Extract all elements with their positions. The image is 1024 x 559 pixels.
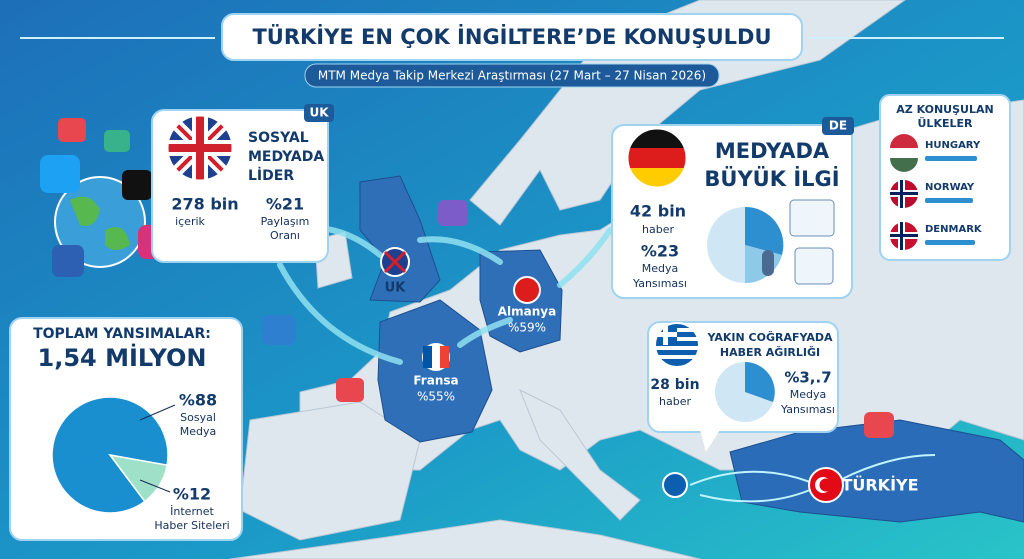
callout-pointer	[700, 430, 720, 452]
arrow	[457, 317, 513, 348]
france-highlight	[377, 299, 493, 443]
arrow	[417, 236, 503, 265]
north-africa	[229, 519, 701, 559]
uk-share-label: Paylaşım	[261, 215, 310, 228]
like-icon	[438, 200, 468, 226]
pie-label: Medya	[180, 425, 217, 438]
title: TÜRKİYE EN ÇOK İNGİLTERE’DE KONUŞULDU	[252, 24, 771, 49]
like-icon	[58, 118, 86, 142]
share-icon	[104, 130, 130, 152]
indicator-bar	[925, 156, 977, 161]
france-pin-stripe	[423, 346, 432, 368]
tag-box	[304, 104, 334, 122]
twitter-icon	[40, 155, 80, 193]
uk-share: %21	[266, 195, 304, 214]
flag-ring	[165, 113, 235, 183]
flag-ring	[625, 126, 689, 190]
pie-value-label: %12	[173, 485, 211, 504]
uk-tag: UK	[309, 106, 329, 120]
greece-share-label: Medya	[790, 388, 827, 401]
x-icon	[122, 170, 152, 200]
de-share-label: Medya	[642, 262, 679, 275]
social-icons	[40, 118, 894, 438]
uk-heading: LİDER	[248, 167, 294, 184]
france-pin-stripe	[440, 346, 449, 368]
de-count-label: haber	[642, 223, 674, 236]
indicator-bar	[925, 240, 975, 245]
crescent	[819, 478, 833, 492]
uk-count: 278 bin	[171, 195, 238, 214]
de-tag: DE	[829, 119, 847, 133]
less-title: ÜLKELER	[918, 116, 974, 130]
de-heading: BÜYÜK İLGİ	[704, 166, 839, 191]
denmark-flag	[890, 222, 918, 250]
subtitle: MTM Medya Takip Merkezi Araştırması (27 …	[318, 69, 706, 83]
greece-pin	[662, 472, 688, 498]
pie-value-label: %88	[179, 391, 217, 410]
title-banner	[221, 13, 803, 61]
greece-share: %3,.7	[784, 369, 831, 387]
map-label: %59%	[508, 321, 546, 335]
uk-heading: SOSYAL	[248, 130, 309, 146]
arrow	[277, 262, 403, 365]
hungary-flag	[890, 134, 918, 172]
map-label: Almanya	[498, 305, 556, 319]
arrows	[277, 225, 936, 503]
pie-label: İnternet	[170, 505, 214, 518]
less-title: AZ KONUŞULAN	[896, 103, 993, 116]
heart-icon	[864, 412, 894, 438]
germany-pin	[513, 276, 541, 304]
pie-label: Sosyal	[180, 411, 216, 424]
uk-highlight	[359, 175, 441, 303]
less-card	[879, 94, 1011, 261]
country-name: NORWAY	[925, 182, 975, 193]
uk-heading: MEDYADA	[248, 149, 324, 165]
leader-line	[139, 479, 171, 493]
total-amount: 1,54 MİLYON	[38, 343, 207, 372]
greece-decor	[715, 362, 775, 422]
connection-lines	[689, 454, 936, 503]
total-title: TOPLAM YANSIMALAR:	[33, 326, 211, 342]
italy	[519, 388, 641, 521]
flag-ring	[654, 322, 700, 368]
country-name: HUNGARY	[925, 140, 981, 151]
heart-icon	[336, 378, 364, 402]
map-label: Fransa	[413, 374, 458, 388]
pie-label: Haber Siteleri	[154, 519, 229, 532]
subtitle-pill	[304, 63, 720, 88]
greece-flag	[655, 323, 699, 367]
de-decor	[707, 199, 835, 285]
de-share: %23	[641, 242, 679, 261]
like-icon	[262, 315, 296, 345]
map-label: %55%	[417, 390, 455, 404]
uk-share-label: Oranı	[270, 229, 300, 242]
de-count: 42 bin	[630, 202, 686, 221]
leader-line	[139, 404, 176, 421]
greece-heading: HABER AĞIRLIĞI	[720, 346, 820, 359]
uk-count-label: içerik	[175, 215, 205, 228]
greece-heading: YAKIN COĞRAFYADA	[706, 331, 833, 344]
arrow	[557, 227, 613, 288]
de-share-label: Yansıması	[632, 277, 687, 290]
globe-land	[70, 196, 130, 250]
pie-slice	[51, 396, 169, 514]
greece-share-label: Yansıması	[780, 403, 835, 416]
facebook-icon	[52, 245, 84, 277]
country-name: DENMARK	[925, 224, 983, 235]
uk-pin-cross	[383, 250, 407, 274]
indicator-bar	[925, 198, 973, 203]
greece-count: 28 bin	[650, 377, 699, 393]
total-pie	[51, 396, 169, 514]
map-label: UK	[385, 281, 407, 296]
norway-flag	[890, 180, 918, 208]
de-heading: MEDYADA	[715, 139, 830, 163]
tag-box	[822, 117, 854, 135]
greece-count-label: haber	[659, 395, 691, 408]
map-label: TÜRKİYE	[841, 476, 918, 495]
